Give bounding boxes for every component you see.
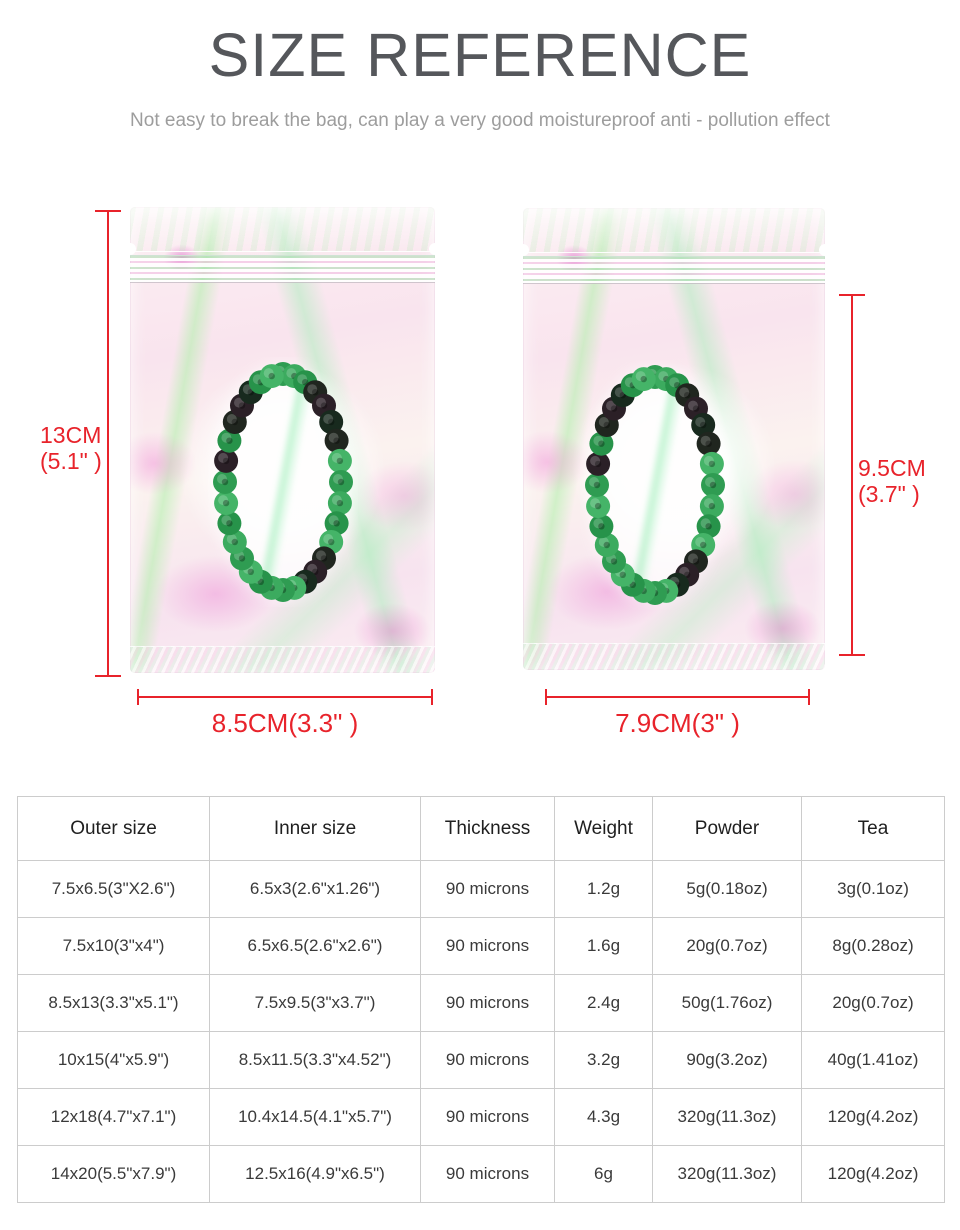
bag-top-seal [523, 208, 825, 253]
table-cell: 320g(11.3oz) [652, 1145, 802, 1203]
table-cell: 8g(0.28oz) [801, 917, 945, 975]
page-title: SIZE REFERENCE [208, 21, 752, 89]
bag-zipper [130, 255, 435, 283]
table-cell: 7.5x9.5(3"x3.7") [209, 974, 421, 1032]
table-cell: 7.5x10(3"x4") [17, 917, 210, 975]
table-cell: 6g [554, 1145, 653, 1203]
table-cell: 320g(11.3oz) [652, 1088, 802, 1146]
width-dimension-line-right [545, 689, 810, 705]
height-dimension-line-right [839, 294, 865, 656]
table-row: 10x15(4"x5.9") 8.5x11.5(3.3"x4.52") 90 mic… [17, 1031, 945, 1089]
right-bag-height-label: 9.5CM (3.7" ) [858, 455, 926, 507]
table-cell: 10.4x14.5(4.1"x5.7") [209, 1088, 421, 1146]
table-cell: 50g(1.76oz) [652, 974, 802, 1032]
column-header-tea: Tea [801, 796, 945, 861]
table-cell: 90 microns [420, 974, 555, 1032]
table-cell: 90 microns [420, 1088, 555, 1146]
page-subtitle: Not easy to break the bag, can play a ve… [130, 110, 830, 131]
table-row: 7.5x10(3"x4") 6.5x6.5(2.6"x2.6") 90 micron… [17, 917, 945, 975]
bag-bottom-seal [523, 643, 825, 670]
table-cell: 90 microns [420, 1031, 555, 1089]
table-cell: 3g(0.1oz) [801, 860, 945, 918]
table-cell: 40g(1.41oz) [801, 1031, 945, 1089]
left-bag-height-label: 13CM (5.1" ) [40, 422, 102, 474]
table-cell: 20g(0.7oz) [652, 917, 802, 975]
table-cell: 8.5x11.5(3.3"x4.52") [209, 1031, 421, 1089]
column-header-inner-size: Inner size [209, 796, 421, 861]
tear-notch [819, 244, 831, 256]
table-cell: 90 microns [420, 1145, 555, 1203]
left-bag-height-cm: 13CM [40, 422, 102, 448]
left-bag-width-label: 8.5CM(3.3" ) [211, 708, 359, 738]
table-cell: 20g(0.7oz) [801, 974, 945, 1032]
column-header-powder: Powder [652, 796, 802, 861]
table-cell: 7.5x6.5(3"X2.6") [17, 860, 210, 918]
column-header-outer-size: Outer size [17, 796, 210, 861]
bead-bracelet [213, 362, 353, 602]
table-cell: 12x18(4.7"x7.1") [17, 1088, 210, 1146]
table-cell: 2.4g [554, 974, 653, 1032]
right-bag-width-label: 7.9CM(3" ) [615, 708, 740, 738]
table-cell: 12.5x16(4.9"x6.5") [209, 1145, 421, 1203]
tear-notch [517, 244, 529, 256]
table-cell: 120g(4.2oz) [801, 1088, 945, 1146]
table-cell: 6.5x3(2.6"x1.26") [209, 860, 421, 918]
right-bag-height-cm: 9.5CM [858, 455, 926, 481]
table-row: 7.5x6.5(3"X2.6") 6.5x3(2.6"x1.26") 90 micr… [17, 860, 945, 918]
size-table: Outer size Inner size Thickness Weight P… [17, 796, 945, 1203]
table-row: 14x20(5.5"x7.9") 12.5x16(4.9"x6.5") 90 mic… [17, 1145, 945, 1203]
bag-bottom-seal [130, 646, 435, 673]
column-header-thickness: Thickness [420, 796, 555, 861]
bag-zipper [523, 256, 825, 284]
product-bag-left [124, 207, 441, 673]
column-header-weight: Weight [554, 796, 653, 861]
product-bag-right [517, 208, 831, 670]
right-bag-height-inch: (3.7" ) [858, 481, 920, 507]
table-cell: 8.5x13(3.3"x5.1") [17, 974, 210, 1032]
bag-top-seal [130, 207, 435, 252]
bead-bracelet [585, 365, 725, 605]
height-dimension-line-left [95, 210, 121, 677]
table-cell: 10x15(4"x5.9") [17, 1031, 210, 1089]
tear-notch [124, 243, 136, 255]
table-cell: 3.2g [554, 1031, 653, 1089]
table-row: 8.5x13(3.3"x5.1") 7.5x9.5(3"x3.7") 90 micr… [17, 974, 945, 1032]
tear-notch [429, 243, 441, 255]
table-cell: 14x20(5.5"x7.9") [17, 1145, 210, 1203]
table-cell: 1.2g [554, 860, 653, 918]
table-header-row: Outer size Inner size Thickness Weight P… [17, 796, 945, 861]
table-cell: 90 microns [420, 917, 555, 975]
table-cell: 6.5x6.5(2.6"x2.6") [209, 917, 421, 975]
table-cell: 90 microns [420, 860, 555, 918]
table-cell: 120g(4.2oz) [801, 1145, 945, 1203]
table-cell: 90g(3.2oz) [652, 1031, 802, 1089]
width-dimension-line-left [137, 689, 433, 705]
table-cell: 1.6g [554, 917, 653, 975]
table-cell: 5g(0.18oz) [652, 860, 802, 918]
table-row: 12x18(4.7"x7.1") 10.4x14.5(4.1"x5.7") 90 m… [17, 1088, 945, 1146]
table-cell: 4.3g [554, 1088, 653, 1146]
left-bag-height-inch: (5.1" ) [40, 448, 102, 474]
